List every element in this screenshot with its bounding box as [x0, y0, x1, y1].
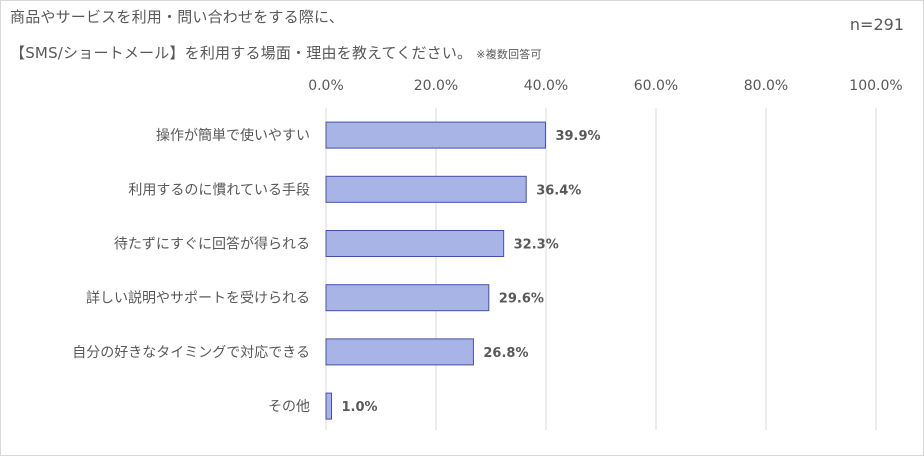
- data-label: 39.9%: [555, 129, 600, 144]
- category-label: その他: [268, 399, 310, 415]
- chart-title-line1: 商品やサービスを利用・問い合わせをする際に、: [10, 8, 344, 26]
- bar: [325, 338, 474, 366]
- x-tick-label: 60.0%: [634, 78, 678, 94]
- bar: [325, 392, 332, 420]
- sample-size-label: n=291: [849, 15, 904, 34]
- data-label: 36.4%: [536, 183, 581, 198]
- x-tick-label: 80.0%: [744, 78, 788, 94]
- data-label: 26.8%: [483, 346, 528, 361]
- category-label: 操作が簡単で使いやすい: [156, 127, 310, 144]
- data-label: 29.6%: [499, 292, 544, 307]
- chart-title-note: ※複数回答可: [476, 48, 542, 61]
- x-tick-label: 20.0%: [414, 78, 458, 94]
- bar: [325, 121, 546, 149]
- bar: [325, 230, 505, 257]
- category-label: 自分の好きなタイミングで対応できる: [72, 345, 310, 361]
- chart-title-text: 【SMS/ショートメール】を利用する場面・理由を教えてください。: [10, 44, 473, 62]
- x-tick-label: 40.0%: [524, 78, 568, 94]
- bar: [325, 175, 527, 203]
- data-label: 32.3%: [514, 238, 559, 253]
- data-label: 1.0%: [342, 400, 378, 415]
- x-tick-label: 0.0%: [308, 78, 344, 94]
- category-label: 利用するのに慣れている手段: [128, 181, 310, 198]
- bar: [325, 284, 490, 312]
- chart-title-line2: 【SMS/ショートメール】を利用する場面・理由を教えてください。 ※複数回答可: [10, 42, 542, 63]
- category-label: 待たずにすぐに回答が得られる: [114, 236, 310, 253]
- category-label: 詳しい説明やサポートを受けられる: [86, 291, 310, 307]
- x-tick-label: 100.0%: [849, 78, 902, 94]
